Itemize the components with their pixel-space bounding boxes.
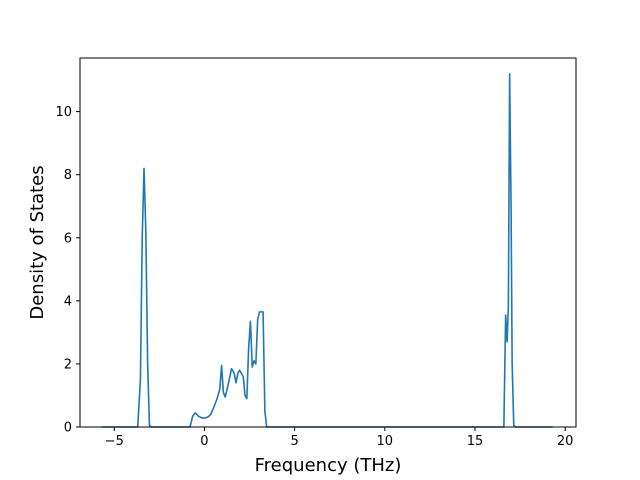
y-tick-label: 10 xyxy=(55,105,72,120)
plot-frame xyxy=(79,57,577,428)
y-axis-label: Density of States xyxy=(27,165,48,319)
x-tick-label: 20 xyxy=(557,434,574,449)
x-tick-label: 15 xyxy=(467,434,484,449)
y-tick-label: 6 xyxy=(64,231,72,246)
x-tick-label: 10 xyxy=(377,434,394,449)
x-axis-label: Frequency (THz) xyxy=(255,455,402,476)
x-tick-label: 0 xyxy=(200,434,208,449)
plot-background xyxy=(80,58,576,427)
y-tick-label: 4 xyxy=(64,294,72,309)
x-tick-label: 5 xyxy=(290,434,298,449)
y-tick-label: 0 xyxy=(64,421,72,436)
y-tick-label: 2 xyxy=(64,357,72,372)
x-tick-label: −5 xyxy=(105,434,124,449)
x-axis-ticks: −5 0 5 10 15 20 xyxy=(105,427,574,449)
y-tick-label: 8 xyxy=(64,168,72,183)
y-axis-ticks: 0 2 4 6 8 10 xyxy=(55,105,80,436)
